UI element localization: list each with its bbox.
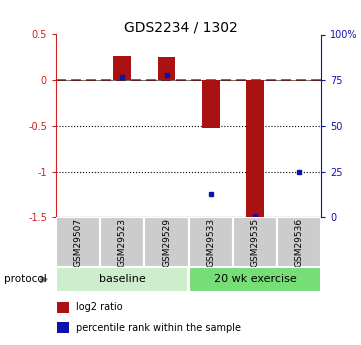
- Bar: [113, 56, 131, 80]
- Text: GSM29535: GSM29535: [251, 218, 260, 267]
- Bar: [189, 217, 233, 267]
- Bar: [202, 80, 219, 128]
- Text: GSM29507: GSM29507: [74, 218, 83, 267]
- Bar: [189, 267, 321, 292]
- Text: baseline: baseline: [99, 275, 146, 284]
- Bar: [56, 217, 100, 267]
- Text: log2 ratio: log2 ratio: [76, 302, 122, 312]
- Bar: [57, 302, 69, 313]
- Text: GSM29533: GSM29533: [206, 218, 215, 267]
- Text: percentile rank within the sample: percentile rank within the sample: [76, 323, 241, 333]
- Bar: [144, 217, 188, 267]
- Text: GSM29529: GSM29529: [162, 218, 171, 267]
- Text: GSM29536: GSM29536: [295, 218, 304, 267]
- Bar: [277, 217, 321, 267]
- Text: protocol: protocol: [4, 275, 46, 284]
- Bar: [158, 57, 175, 80]
- Text: 20 wk exercise: 20 wk exercise: [214, 275, 296, 284]
- Bar: [100, 217, 144, 267]
- Text: GDS2234 / 1302: GDS2234 / 1302: [123, 21, 238, 35]
- Bar: [233, 217, 277, 267]
- Text: GSM29523: GSM29523: [118, 218, 127, 267]
- Bar: [57, 322, 69, 333]
- Bar: [56, 267, 188, 292]
- Bar: [246, 80, 264, 219]
